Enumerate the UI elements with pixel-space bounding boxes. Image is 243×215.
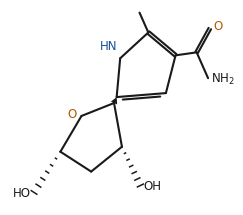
Polygon shape [111,97,117,104]
Text: NH$_2$: NH$_2$ [211,72,235,87]
Text: HN: HN [100,40,118,53]
Text: O: O [67,108,77,121]
Text: OH: OH [144,180,162,193]
Text: HO: HO [13,187,31,200]
Text: O: O [213,20,222,33]
